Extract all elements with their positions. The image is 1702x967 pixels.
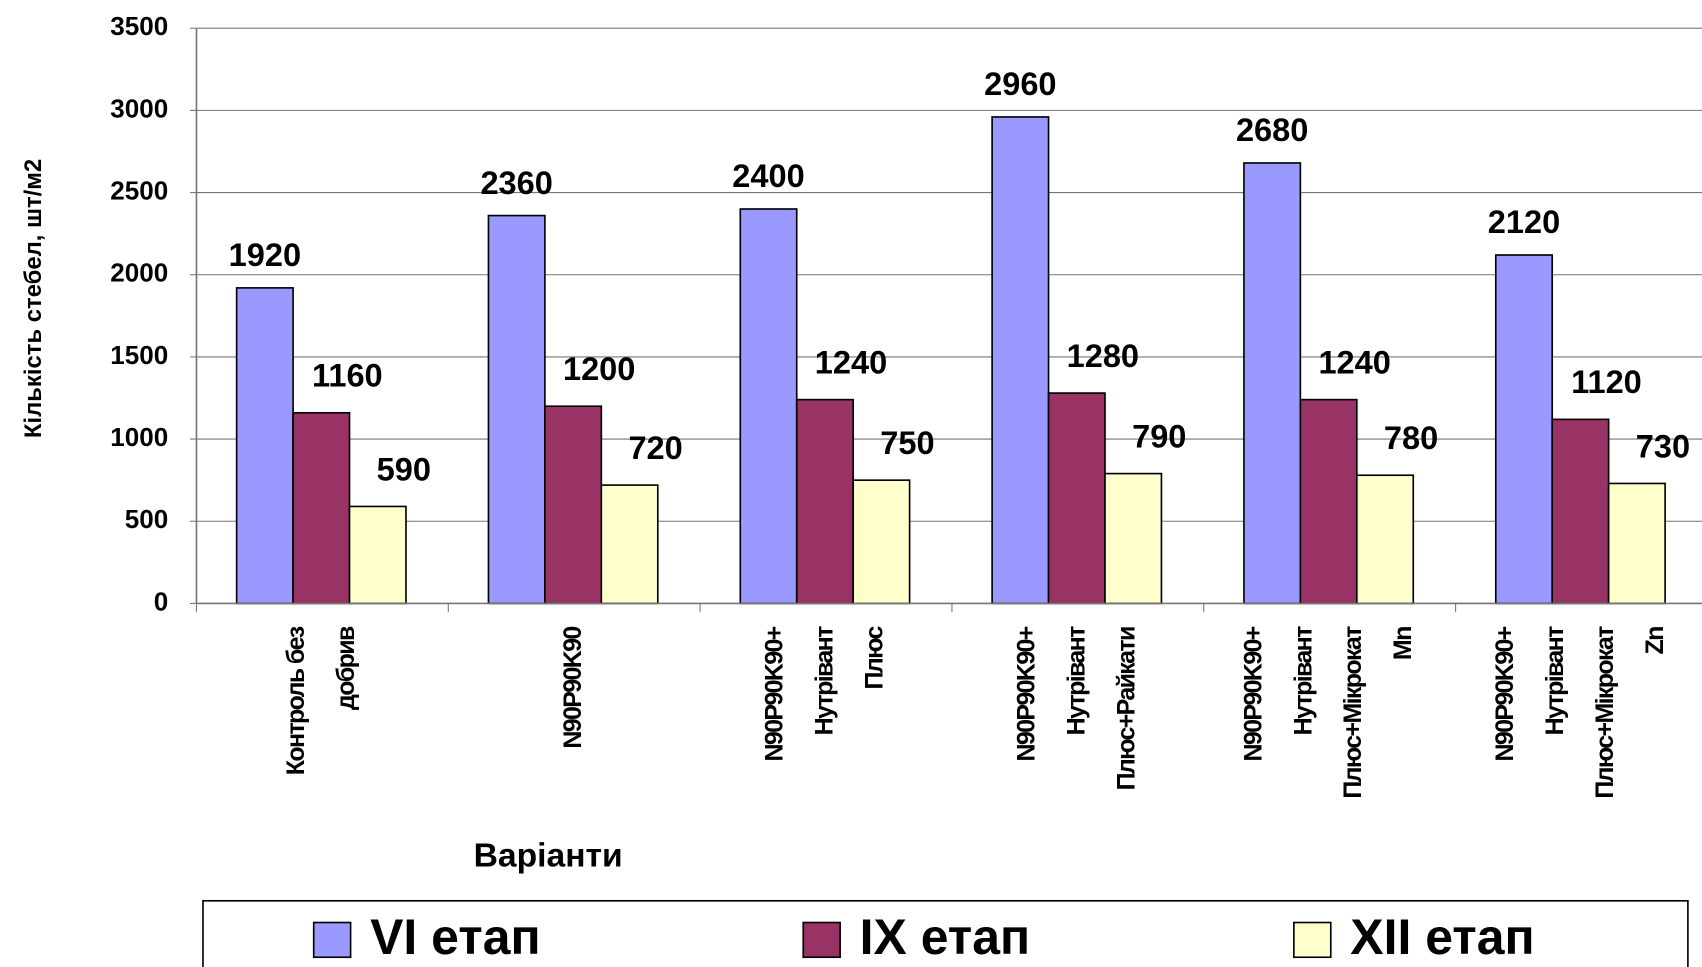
y-tick-label: 3500	[110, 11, 168, 41]
legend-swatch	[312, 921, 352, 959]
bar	[739, 208, 798, 605]
data-label: 2120	[1488, 204, 1560, 240]
x-tick-label: Плюс	[861, 626, 889, 690]
y-tick-label: 1500	[110, 340, 168, 370]
data-label: 2360	[480, 165, 552, 201]
x-tick-label: Mn	[1389, 627, 1417, 660]
data-label: 1280	[1067, 338, 1139, 374]
y-tick-label: 3000	[110, 93, 168, 123]
y-tick-label: 1000	[110, 422, 168, 452]
legend-label: IX етап	[860, 909, 1030, 965]
data-label: 1240	[1318, 345, 1390, 381]
x-tick-label: N90P90K90	[559, 627, 587, 749]
bar	[487, 214, 546, 605]
x-tick-label: Zn	[1641, 627, 1669, 655]
x-axis-title: Варіанти	[474, 837, 623, 874]
bar	[852, 479, 911, 605]
y-axis-title: Кількість стебел, шт/м2	[20, 159, 47, 438]
x-tick-label: N90P90K90+	[1491, 626, 1519, 761]
x-tick-label: добрив	[332, 626, 360, 710]
x-tick-label: Нутрівант	[811, 626, 839, 736]
bar	[991, 116, 1050, 605]
x-tick-label: N90P90K90+	[1013, 626, 1041, 761]
data-label: 1160	[312, 358, 383, 394]
x-tick-label: Нутрівант	[1541, 626, 1569, 736]
y-tick-label: 2000	[110, 258, 168, 288]
data-label: 720	[628, 430, 682, 466]
x-tick-label: Нутрівант	[1062, 626, 1090, 736]
bar	[1551, 418, 1610, 605]
y-tick-label: 500	[125, 504, 168, 534]
bar	[1299, 398, 1358, 605]
data-label: 2680	[1236, 112, 1308, 148]
y-tick-label: 2500	[110, 175, 168, 205]
data-label: 780	[1384, 420, 1438, 456]
bar	[348, 505, 407, 605]
data-label: 590	[377, 451, 431, 487]
bar	[292, 411, 351, 605]
bar	[1104, 472, 1163, 605]
y-tick-label: 0	[154, 586, 168, 616]
legend-box	[202, 899, 1689, 967]
x-tick-label: Плюс+Мікрокат	[1591, 626, 1619, 799]
x-tick-label: Контроль без	[282, 626, 310, 775]
x-tick-label: Нутрівант	[1289, 626, 1317, 736]
legend-label: XII етап	[1350, 909, 1534, 965]
data-label: 730	[1636, 428, 1690, 464]
legend-label: VI етап	[370, 909, 540, 965]
data-label: 1240	[815, 345, 887, 381]
legend-swatch	[1293, 921, 1332, 959]
legend-swatch	[802, 921, 841, 959]
bar	[1607, 482, 1666, 605]
bar	[600, 484, 659, 605]
data-label: 2960	[984, 66, 1056, 102]
bar	[1356, 474, 1415, 605]
x-tick-label: Плюс+Мікрокат	[1339, 626, 1367, 799]
data-label: 790	[1132, 418, 1186, 454]
bar	[1243, 162, 1302, 605]
data-label: 1120	[1571, 364, 1642, 400]
bar	[235, 287, 294, 605]
bar	[1047, 392, 1106, 605]
x-tick-label: N90P90K90+	[761, 626, 789, 761]
data-label: 1200	[563, 351, 635, 387]
bar	[795, 398, 854, 605]
bar	[1494, 254, 1554, 605]
data-label: 750	[880, 425, 934, 461]
x-tick-label: N90P90K90+	[1239, 626, 1267, 761]
data-label: 1920	[229, 237, 301, 273]
data-label: 2400	[732, 158, 804, 194]
bar	[544, 405, 603, 605]
x-tick-label: Плюс+Райкати	[1112, 627, 1140, 790]
